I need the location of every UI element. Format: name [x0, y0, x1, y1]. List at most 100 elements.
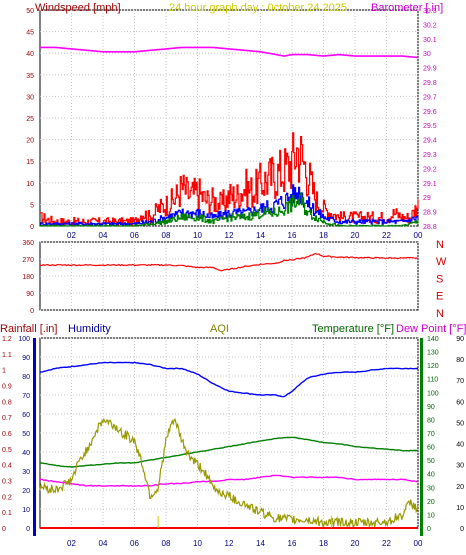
compass-label: W	[436, 256, 447, 268]
panel1-x-tick-label: 20	[351, 231, 360, 240]
barometer-tick-label: 28.8	[423, 224, 437, 231]
series-dew-point-f	[39, 474, 419, 487]
panel1-x-tick-label: 18	[319, 231, 328, 240]
panel1-x-tick-label: 10	[193, 231, 202, 240]
panel3-x-tick-label: 04	[99, 539, 108, 548]
chart-title: 24 hour graph day : 0ctober 24 2025	[169, 2, 347, 14]
rainfall-axis-label: Rainfall [.in]	[0, 323, 57, 335]
panel3-x-tick-label: 10	[193, 539, 202, 548]
temperature-tick-label: 110	[427, 377, 438, 384]
humidity-tick-label: 90	[22, 355, 30, 362]
temperature-tick-label: 120	[427, 363, 439, 370]
temperature-axis-bar	[420, 338, 423, 536]
series-aqi	[39, 417, 419, 530]
rainfall-tick-label: 0.9	[2, 384, 12, 391]
dewpoint-tick-label: 20	[456, 484, 464, 491]
temperature-tick-label: 50	[427, 458, 435, 465]
rainfall-tick-label: 0.1	[2, 510, 12, 517]
temperature-tick-label: 30	[427, 485, 435, 492]
direction-tick-label: 0	[30, 308, 34, 315]
direction-tick-label: 360	[22, 240, 34, 247]
aqi-label: AQI	[210, 323, 229, 335]
windspeed-tick-label: 30	[26, 94, 34, 101]
windspeed-tick-label: 45	[26, 30, 34, 37]
temperature-tick-label: 10	[427, 512, 435, 519]
temperature-tick-label: 20	[427, 499, 435, 506]
humidity-tick-label: 0	[26, 526, 30, 533]
dewpoint-axis-label: Dew Point [°F]	[396, 323, 466, 335]
rainfall-tick-label: 0	[2, 526, 6, 533]
panel1-x-tick-label: 14	[256, 231, 265, 240]
panel1-x-tick-label: 02	[67, 231, 76, 240]
series-layer	[39, 46, 419, 530]
windspeed-tick-label: 0	[30, 224, 34, 231]
labels-layer: 24 hour graph day : 0ctober 24 2025 Wind…	[0, 2, 466, 335]
barometer-tick-label: 30.2	[423, 22, 437, 29]
barometer-tick-label: 29.8	[423, 80, 437, 87]
windspeed-tick-label: 35	[26, 73, 34, 80]
barometer-tick-label: 30.3	[423, 8, 437, 15]
barometer-tick-label: 29.2	[423, 166, 437, 173]
windspeed-tick-label: 25	[26, 116, 34, 123]
grid-lines	[40, 9, 419, 529]
barometer-tick-label: 29.4	[423, 138, 437, 145]
rainfall-tick-label: 0.6	[2, 431, 12, 438]
dewpoint-tick-label: 0	[460, 526, 464, 533]
temperature-tick-label: 60	[427, 445, 435, 452]
series-temperature-f	[39, 436, 419, 468]
series-humidity	[40, 361, 418, 398]
humidity-tick-label: 50	[22, 431, 30, 438]
temperature-tick-label: 70	[427, 431, 435, 438]
rainfall-tick-label: 0.3	[2, 479, 12, 486]
windspeed-tick-label: 5	[30, 202, 34, 209]
panel1-x-tick-label: 00	[414, 231, 423, 240]
dewpoint-tick-label: 60	[456, 399, 464, 406]
barometer-tick-label: 29.9	[423, 66, 437, 73]
windspeed-tick-label: 10	[26, 181, 34, 188]
panel1-x-tick-label: 16	[288, 231, 297, 240]
temperature-tick-label: 0	[427, 526, 431, 533]
humidity-axis-label: Humidity	[68, 323, 111, 335]
rainfall-tick-label: 0.2	[2, 494, 12, 501]
series-wind-direction	[39, 252, 419, 272]
temperature-tick-label: 40	[427, 472, 435, 479]
humidity-tick-label: 40	[22, 450, 30, 457]
humidity-tick-label: 60	[22, 412, 30, 419]
panel3-x-tick-label: 20	[351, 539, 360, 548]
rainfall-tick-label: 0.8	[2, 399, 12, 406]
temperature-tick-label: 140	[427, 336, 439, 343]
rainfall-tick-label: 0.5	[2, 447, 12, 454]
panel3-x-tick-label: 08	[162, 539, 171, 548]
humidity-tick-label: 70	[22, 393, 30, 400]
windspeed-tick-label: 20	[26, 138, 34, 145]
barometer-tick-label: 29.3	[423, 152, 437, 159]
series-windspeed-mph	[40, 132, 419, 227]
barometer-tick-label: 30.1	[423, 37, 437, 44]
dewpoint-tick-label: 50	[456, 420, 464, 427]
barometer-tick-label: 30	[423, 51, 431, 58]
panel1-x-tick-label: 22	[382, 231, 391, 240]
rainfall-tick-label: 0.4	[2, 463, 12, 470]
barometer-tick-label: 29.7	[423, 94, 437, 101]
dewpoint-tick-label: 10	[456, 505, 464, 512]
humidity-tick-label: 100	[18, 336, 30, 343]
panel3-x-tick-label: 16	[288, 539, 297, 548]
panel1-x-tick-label: 06	[130, 231, 139, 240]
compass-label: S	[436, 273, 443, 285]
series-barometer-in	[40, 46, 419, 59]
temperature-tick-label: 130	[427, 350, 439, 357]
rainfall-tick-label: 1	[2, 368, 6, 375]
dewpoint-tick-label: 70	[456, 378, 464, 385]
humidity-axis-bar	[33, 338, 36, 536]
panel3-x-tick-label: 18	[319, 539, 328, 548]
panel3-x-tick-label: 12	[225, 539, 234, 548]
dewpoint-tick-label: 40	[456, 442, 464, 449]
panel3-x-tick-label: 22	[382, 539, 391, 548]
rainfall-tick-label: 0.7	[2, 415, 12, 422]
humidity-tick-label: 80	[22, 374, 30, 381]
direction-tick-label: 270	[22, 257, 34, 264]
temperature-tick-label: 100	[427, 390, 439, 397]
series-wind-low	[40, 192, 419, 227]
panel3-x-tick-label: 06	[130, 539, 139, 548]
